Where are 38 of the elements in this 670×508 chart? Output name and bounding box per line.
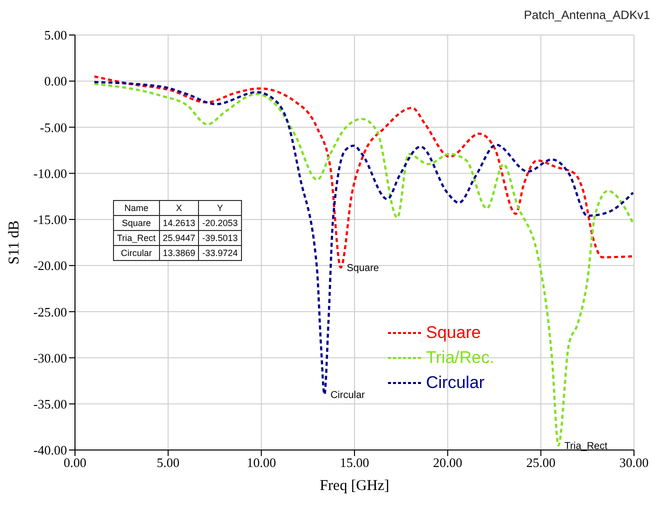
y-axis-title: S11 dB	[6, 220, 22, 265]
x-tick-label: 5.00	[156, 455, 180, 470]
y-tick-label: -30.00	[33, 350, 67, 366]
y-tick-label: 5.00	[44, 28, 67, 43]
legend-label: Square	[426, 322, 481, 344]
chart-title: Patch_Antenna_ADKv1	[524, 8, 650, 22]
annotation: Square	[346, 263, 380, 274]
x-tick-label: 15.00	[340, 455, 370, 470]
annotation: -20.2053	[198, 216, 242, 230]
y-tick-label: -35.00	[33, 396, 67, 412]
annotation: -39.5013	[198, 230, 242, 246]
y-tick-label: 0.00	[44, 74, 67, 89]
x-tick-label: 25.00	[526, 455, 556, 470]
annotation: X	[159, 200, 199, 216]
legend-label: Circular	[426, 372, 485, 394]
x-axis-title: Freq [GHz]	[320, 478, 390, 494]
y-tick-label: -40.00	[33, 442, 67, 458]
y-tick-label: -15.00	[33, 212, 67, 228]
y-tick-label: -10.00	[33, 166, 67, 181]
annotation: -33.9724	[198, 246, 242, 260]
annotation: Circular	[114, 246, 160, 260]
x-tick-label: 20.00	[433, 455, 462, 470]
annotation: Tria_Rect	[564, 440, 608, 452]
annotation: 14.2613	[159, 216, 199, 230]
legend-label: Tria/Rec.	[426, 347, 494, 369]
y-tick-label: -25.00	[33, 304, 67, 320]
y-tick-label: -20.00	[33, 258, 67, 274]
annotation: Square	[114, 216, 160, 230]
annotation: 25.9447	[159, 230, 199, 246]
annotation: Name	[114, 200, 160, 216]
y-tick-label: -5.00	[40, 120, 67, 135]
annotation: Circular	[330, 390, 366, 401]
x-tick-label: 0.00	[64, 455, 86, 470]
annotation: 13.3869	[159, 246, 199, 260]
annotation: Y	[198, 200, 242, 216]
x-tick-label: 10.00	[246, 455, 276, 470]
x-tick-label: 30.00	[619, 455, 649, 470]
annotation: Tria_Rect	[114, 230, 160, 246]
